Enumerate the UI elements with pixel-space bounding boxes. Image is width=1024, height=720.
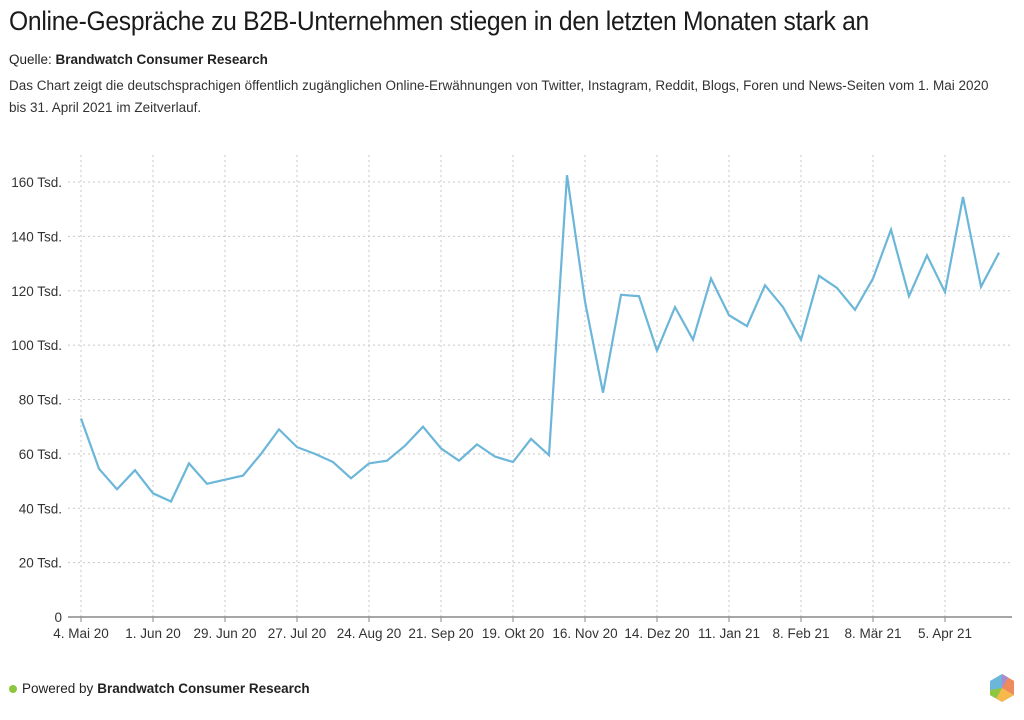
x-gridlines: [80, 155, 946, 622]
brandwatch-logo-icon[interactable]: [989, 673, 1015, 703]
x-axis-labels: 4. Mai 20 1. Jun 20 29. Jun 20 27. Jul 20 24…: [53, 626, 972, 641]
y-tick-label: 100 Tsd.: [11, 338, 62, 353]
footer: Powered by Brandwatch Consumer Research: [9, 681, 310, 696]
y-gridlines: [68, 181, 1012, 564]
x-tick-label: 4. Mai 20: [53, 626, 109, 641]
x-tick-label: 14. Dez 20: [624, 626, 689, 641]
chart-description: Das Chart zeigt die deutschsprachigen öf…: [9, 78, 989, 115]
y-axis-labels: 0 20 Tsd. 40 Tsd. 60 Tsd. 80 Tsd. 100 Tsd. 120…: [11, 175, 62, 625]
y-tick-label: 0: [54, 610, 62, 625]
y-tick-label: 60 Tsd.: [19, 447, 62, 462]
x-tick-label: 29. Jun 20: [193, 626, 256, 641]
x-tick-label: 27. Jul 20: [268, 626, 327, 641]
y-tick-label: 40 Tsd.: [19, 501, 62, 516]
x-tick-label: 21. Sep 20: [408, 626, 473, 641]
x-tick-label: 11. Jan 21: [698, 626, 760, 641]
x-tick-label: 8. Feb 21: [772, 626, 829, 641]
powered-by-name: Brandwatch Consumer Research: [97, 681, 310, 696]
line-chart: 0 20 Tsd. 40 Tsd. 60 Tsd. 80 Tsd. 100 Tsd. 120…: [11, 155, 1012, 641]
x-tick-label: 24. Aug 20: [337, 626, 402, 641]
x-tick-label: 16. Nov 20: [552, 626, 617, 641]
powered-by-label: Powered by: [22, 681, 94, 696]
status-dot-icon: [9, 684, 17, 693]
x-tick-label: 1. Jun 20: [125, 626, 181, 641]
series-line-online-mentions[interactable]: [79, 175, 1000, 503]
y-tick-label: 20 Tsd.: [19, 556, 62, 571]
chart-title: Online-Gespräche zu B2B-Unternehmen stie…: [9, 6, 869, 36]
x-tick-label: 19. Okt 20: [482, 626, 544, 641]
y-tick-label: 160 Tsd.: [11, 175, 62, 190]
source-line: Quelle: Brandwatch Consumer Research: [9, 52, 268, 67]
x-tick-label: 5. Apr 21: [918, 626, 972, 641]
y-tick-label: 140 Tsd.: [11, 229, 62, 244]
source-label: Quelle:: [9, 52, 52, 67]
y-tick-label: 80 Tsd.: [19, 393, 62, 408]
y-tick-label: 120 Tsd.: [11, 284, 62, 299]
x-tick-label: 8. Mär 21: [844, 626, 901, 641]
source-name: Brandwatch Consumer Research: [55, 52, 268, 67]
